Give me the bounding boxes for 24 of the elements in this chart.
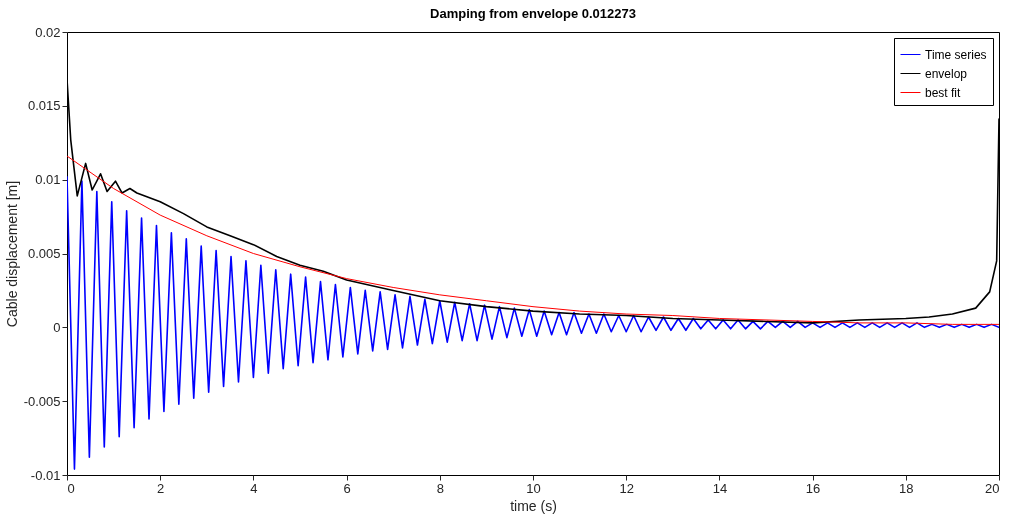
y-tick-label: -0.005 bbox=[23, 393, 61, 409]
y-tick-label: 0.01 bbox=[35, 172, 61, 188]
y-tick-label: 0.015 bbox=[27, 98, 61, 114]
x-tick-label: 10 bbox=[526, 480, 541, 496]
x-tick-label: 12 bbox=[619, 480, 634, 496]
y-tick-label: -0.01 bbox=[30, 467, 61, 483]
x-tick-label: 2 bbox=[157, 480, 165, 496]
x-tick-label: 8 bbox=[436, 480, 444, 496]
x-tick-label: 0 bbox=[67, 480, 75, 496]
y-tick-label: 0.005 bbox=[27, 246, 61, 261]
legend-label: best fit bbox=[925, 85, 962, 100]
legend-label: envelop bbox=[925, 66, 968, 81]
y-tick-label: 0 bbox=[53, 319, 61, 335]
x-tick-label: 18 bbox=[899, 480, 914, 496]
legend-label: Time series bbox=[925, 47, 987, 62]
x-axis-title: time (s) bbox=[510, 497, 557, 514]
x-tick-label: 6 bbox=[343, 480, 351, 496]
x-tick-label: 4 bbox=[250, 480, 258, 496]
chart-title: Damping from envelope 0.012273 bbox=[430, 6, 636, 21]
y-tick-label: 0.02 bbox=[35, 24, 61, 40]
x-tick-label: 20 bbox=[985, 480, 1000, 496]
y-axis-title: Cable displacement [m] bbox=[3, 180, 20, 328]
x-tick-label: 16 bbox=[805, 480, 821, 496]
x-tick-label: 14 bbox=[712, 480, 728, 496]
